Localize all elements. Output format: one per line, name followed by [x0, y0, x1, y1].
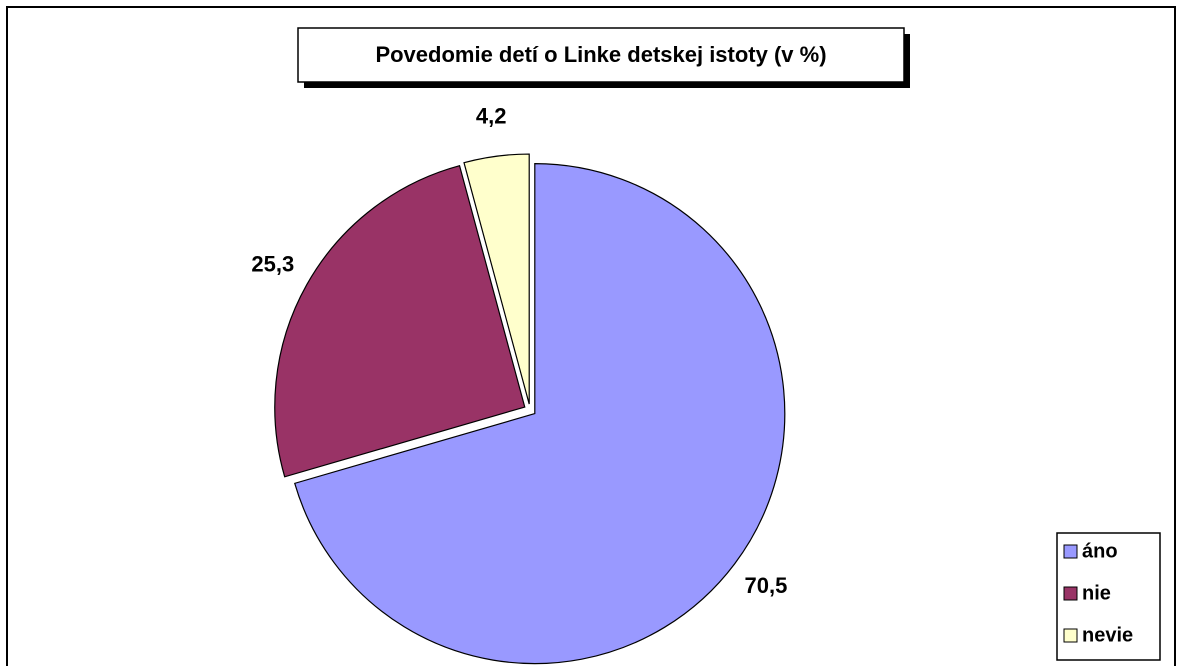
legend-swatch [1063, 544, 1078, 559]
data-label: 25,3 [251, 251, 294, 276]
pie-slice [463, 153, 530, 405]
legend-label: áno [1082, 540, 1118, 562]
legend-label: nie [1082, 582, 1111, 604]
chart-title: Povedomie detí o Linke detskej istoty (v… [375, 42, 826, 67]
legend-swatch [1063, 628, 1078, 643]
data-label: 70,5 [744, 573, 787, 598]
pie-slice [274, 164, 526, 478]
title-box [297, 27, 905, 83]
data-label: 4,2 [476, 103, 507, 128]
pie-slice [293, 163, 786, 665]
legend-swatch [1063, 586, 1078, 601]
legend-label: nevie [1082, 624, 1133, 646]
